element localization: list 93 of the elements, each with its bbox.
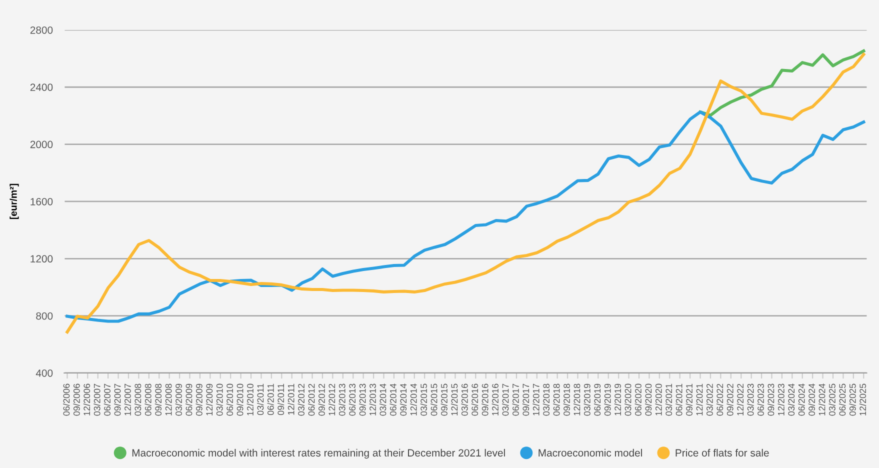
x-tick-label: 03/2010 (216, 384, 223, 416)
x-tick-label: 12/2013 (369, 384, 376, 416)
x-tick-label: 03/2007 (94, 384, 100, 416)
line-series (66, 52, 866, 334)
x-tick-label: 12/2020 (655, 384, 662, 416)
y-tick-label: 2000 (30, 140, 53, 148)
x-tick-label: 09/2011 (277, 384, 284, 416)
y-tick-label: 400 (36, 369, 53, 377)
x-tick-label: 12/2015 (451, 384, 458, 416)
x-tick-label: 12/2023 (778, 384, 784, 416)
x-tick-label: 12/2021 (696, 384, 703, 416)
x-tick-label: 12/2009 (206, 384, 213, 416)
x-tick-label: 03/2020 (624, 384, 632, 416)
y-axis-title: [eur/m²] (10, 184, 19, 220)
x-tick-label: 06/2011 (267, 384, 274, 416)
x-tick-label: 06/2013 (348, 384, 356, 416)
x-tick-label: 12/2017 (532, 384, 540, 416)
x-tick-label: 09/2024 (808, 384, 816, 416)
x-tick-label: 06/2008 (144, 384, 152, 416)
x-tick-label: 12/2011 (288, 384, 294, 415)
x-tick-label: 06/2007 (104, 384, 110, 416)
x-tick-label: 06/2006 (63, 384, 70, 416)
legend-label: Macroeconomic model (538, 448, 642, 457)
x-tick-label: 06/2021 (676, 384, 682, 416)
x-tick-label: 03/2019 (584, 384, 590, 416)
x-tick-label: 12/2008 (165, 384, 172, 416)
x-tick-label: 09/2019 (604, 384, 611, 416)
x-tick-label: 03/2008 (134, 384, 142, 416)
x-tick-label: 12/2018 (574, 384, 580, 416)
x-tick-label: 06/2022 (716, 384, 724, 416)
x-tick-label: 09/2009 (196, 384, 202, 416)
line-series (66, 110, 866, 323)
x-tick-label: 09/2017 (522, 384, 530, 416)
x-tick-label: 09/2020 (645, 384, 652, 416)
x-tick-label: 09/2023 (768, 384, 774, 416)
x-tick-label: 12/2014 (410, 384, 417, 416)
y-tick-label: 2400 (30, 84, 53, 92)
x-tick-label: 09/2006 (73, 384, 80, 416)
legend-label: Price of flats for sale (676, 448, 769, 457)
x-tick-label: 03/2017 (502, 384, 509, 416)
x-tick-label: 03/2025 (828, 384, 836, 416)
x-tick-label: 03/2024 (788, 384, 795, 416)
x-tick-label: 03/2011 (257, 384, 264, 416)
x-tick-label: 03/2014 (380, 384, 386, 416)
x-tick-label: 12/2010 (246, 384, 254, 416)
x-tick-label: 06/2019 (594, 384, 601, 416)
legend-label: Macroeconomic model with interest rates remaining at their December 2021 level (132, 448, 505, 459)
x-tick-label: 09/2015 (440, 384, 448, 416)
x-tick-label: 03/2023 (747, 384, 754, 416)
x-tick-label: 12/2022 (736, 384, 744, 416)
x-tick-label: 03/2012 (298, 384, 304, 416)
x-tick-label: 03/2015 (420, 384, 428, 416)
y-tick-label: 1200 (30, 255, 53, 263)
x-tick-label: 09/2018 (563, 384, 570, 416)
x-tick-label: 03/2013 (338, 384, 346, 416)
x-tick-label: 12/2019 (614, 384, 622, 416)
y-tick-label: 800 (36, 312, 53, 320)
y-tick-label: 2800 (30, 26, 53, 34)
x-tick-label: 06/2015 (430, 384, 438, 416)
x-tick-label: 09/2010 (236, 384, 244, 416)
x-tick-label: 09/2016 (482, 384, 488, 416)
x-tick-label: 06/2009 (186, 384, 192, 416)
x-tick-label: 09/2013 (359, 384, 366, 416)
x-tick-label: 12/2025 (859, 384, 866, 416)
line-series (698, 49, 866, 117)
x-tick-label: 12/2006 (83, 384, 90, 416)
x-tick-label: 03/2021 (665, 384, 672, 416)
x-tick-label: 06/2014 (390, 384, 396, 416)
x-tick-label: 12/2024 (818, 384, 826, 416)
x-tick-label: 03/2018 (542, 384, 550, 416)
x-tick-label: 03/2009 (175, 384, 182, 416)
x-tick-label: 06/2025 (839, 384, 846, 416)
x-tick-label: 06/2016 (471, 384, 478, 416)
x-tick-label: 06/2020 (634, 384, 642, 416)
x-tick-label: 09/2012 (318, 384, 325, 416)
x-tick-label: 03/2022 (706, 384, 713, 416)
y-tick-label: 1600 (30, 198, 53, 206)
x-tick-label: 09/2014 (400, 384, 407, 416)
x-tick-label: 12/2016 (492, 384, 498, 416)
x-tick-label: 06/2010 (226, 384, 234, 416)
x-tick-label: 06/2018 (553, 384, 560, 416)
x-tick-label: 09/2021 (686, 384, 692, 416)
x-tick-label: 06/2017 (512, 384, 519, 416)
x-tick-label: 12/2012 (328, 384, 336, 416)
x-tick-label: 09/2025 (849, 384, 856, 416)
x-tick-label: 06/2024 (798, 384, 805, 416)
x-tick-label: 09/2007 (114, 384, 121, 416)
x-tick-label: 12/2007 (124, 384, 131, 416)
x-tick-label: 09/2008 (154, 384, 162, 416)
x-tick-label: 09/2022 (726, 384, 734, 416)
x-tick-label: 06/2023 (757, 384, 764, 416)
x-tick-label: 03/2016 (461, 384, 468, 416)
x-tick-label: 06/2012 (308, 384, 315, 416)
